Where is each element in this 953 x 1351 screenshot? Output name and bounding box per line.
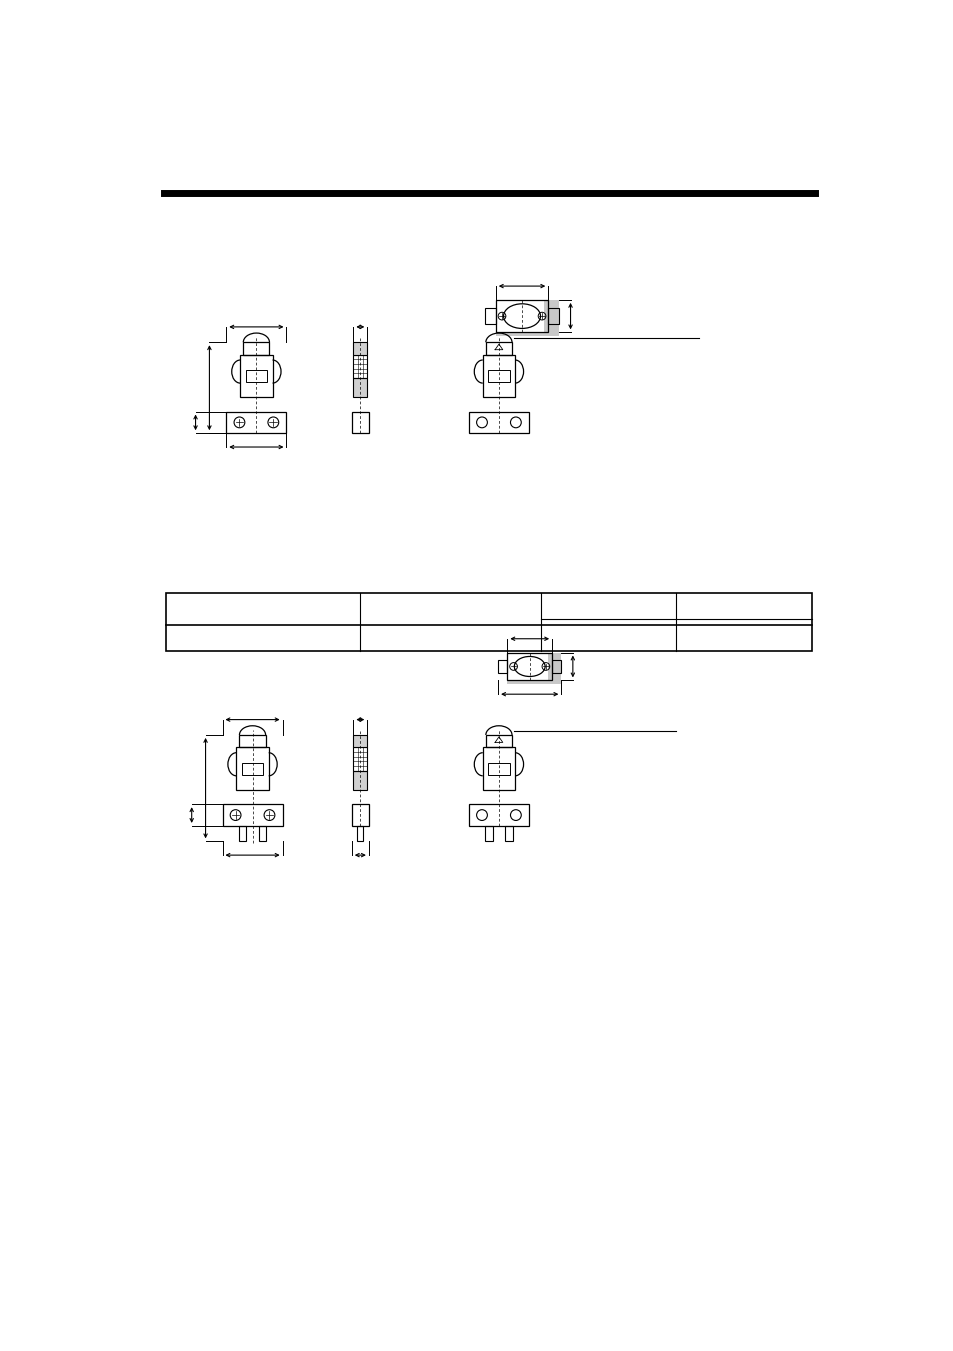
Bar: [548, 308, 558, 324]
Bar: [504, 825, 513, 842]
Bar: [482, 354, 515, 397]
Bar: [352, 804, 369, 825]
Bar: [238, 825, 246, 842]
Bar: [356, 825, 363, 842]
Bar: [507, 681, 560, 684]
Bar: [353, 354, 367, 378]
Bar: [484, 825, 493, 842]
Bar: [258, 825, 266, 842]
Bar: [236, 747, 269, 790]
Bar: [353, 747, 367, 770]
Bar: [469, 804, 528, 825]
Bar: [496, 300, 548, 332]
Bar: [488, 370, 509, 382]
Bar: [226, 412, 286, 434]
Bar: [484, 308, 496, 324]
Bar: [353, 735, 367, 747]
Bar: [544, 300, 558, 332]
Bar: [488, 762, 509, 775]
Bar: [353, 378, 367, 397]
Bar: [485, 342, 512, 354]
Bar: [240, 354, 273, 397]
Bar: [482, 747, 515, 790]
Bar: [485, 735, 512, 747]
Bar: [469, 412, 528, 434]
Bar: [222, 804, 282, 825]
Bar: [239, 735, 265, 747]
Bar: [352, 412, 369, 434]
Bar: [353, 770, 367, 790]
Bar: [552, 659, 560, 673]
Bar: [166, 593, 811, 651]
Bar: [241, 762, 263, 775]
Bar: [496, 332, 558, 336]
Bar: [353, 342, 367, 354]
Bar: [548, 653, 560, 681]
Bar: [243, 342, 269, 354]
Bar: [507, 653, 552, 681]
Bar: [497, 659, 507, 673]
Bar: [245, 370, 267, 382]
